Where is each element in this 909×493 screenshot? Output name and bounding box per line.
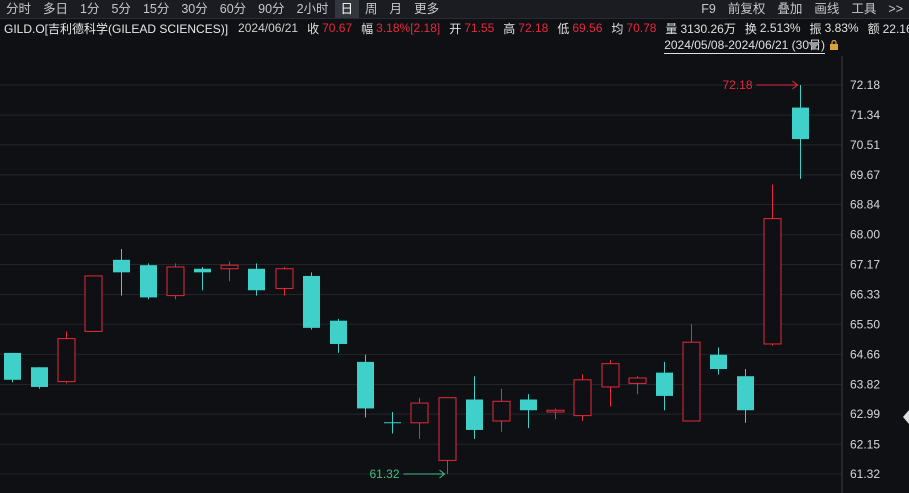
period-tab-7[interactable]: 90分 [258, 2, 285, 16]
period-tab-2[interactable]: 1分 [80, 2, 100, 16]
y-tick-label-13: 61.32 [850, 467, 880, 481]
y-tick-label-9: 64.66 [850, 347, 880, 361]
candle-body-0 [4, 352, 21, 380]
y-tick-label-4: 68.84 [850, 198, 880, 212]
candle-body-7 [194, 268, 211, 273]
candle-body-21 [573, 379, 592, 417]
amplitude-value: 3.83% [824, 21, 859, 35]
lock-icon[interactable] [829, 40, 839, 50]
y-tick-label-8: 65.50 [850, 317, 880, 331]
triangle-left-icon[interactable] [903, 410, 909, 424]
candle-body-17 [466, 399, 483, 430]
date-range-selector[interactable]: 2024/05/08-2024/06/21 (30日) [664, 38, 825, 54]
stock-name: GILD.O[吉利德科学(GILEAD SCIENCES)] [4, 21, 229, 36]
y-tick-label-12: 62.15 [850, 437, 880, 451]
candle-body-11 [303, 275, 320, 328]
toolbar-action-5[interactable]: >> [888, 2, 903, 16]
amplitude-label: 振 [809, 21, 822, 36]
low-value: 69.56 [572, 21, 603, 35]
candle-body-16 [438, 397, 457, 461]
candle-body-1 [31, 367, 48, 387]
candle-body-26 [710, 354, 727, 370]
triangle-down-icon[interactable] [808, 42, 820, 50]
toolbar-action-0[interactable]: F9 [701, 2, 716, 16]
low-label: 低 [557, 21, 570, 36]
candle-body-27 [737, 376, 754, 411]
candle-body-3 [84, 275, 103, 332]
period-tab-10[interactable]: 周 [365, 2, 378, 16]
toolbar-action-2[interactable]: 叠加 [777, 2, 803, 16]
candle-body-6 [166, 266, 185, 297]
period-tab-8[interactable]: 2小时 [296, 2, 329, 16]
y-tick-label-1: 71.34 [850, 108, 880, 122]
candle-body-5 [140, 265, 157, 298]
period-tab-6[interactable]: 60分 [219, 2, 247, 16]
candle-body-24 [656, 372, 673, 396]
candle-body-9 [248, 268, 265, 291]
candle-body-25 [682, 341, 701, 422]
candle-body-15 [410, 402, 429, 424]
extreme-arrow-head-0 [792, 80, 799, 90]
candle-body-2 [57, 338, 76, 383]
amount-label: 额 [867, 21, 880, 36]
y-tick-label-0: 72.18 [850, 78, 880, 92]
close-label: 收 [307, 21, 320, 36]
candle-body-13 [357, 361, 374, 409]
candle-body-28 [763, 218, 782, 345]
open-value: 71.55 [464, 21, 495, 35]
y-tick-label-6: 67.17 [850, 257, 880, 271]
avg-value: 70.78 [626, 21, 657, 35]
y-tick-label-5: 68.00 [850, 228, 880, 242]
quote-date: 2024/06/21 [238, 21, 299, 35]
candle-body-10 [275, 268, 294, 289]
high-value: 72.18 [518, 21, 549, 35]
period-tab-1[interactable]: 多日 [43, 2, 69, 16]
period-tab-0[interactable]: 分时 [6, 2, 32, 16]
extreme-label-1: 61.32 [369, 467, 399, 481]
candle-body-20 [546, 409, 565, 413]
toolbar-action-3[interactable]: 画线 [814, 2, 840, 16]
y-tick-label-3: 69.67 [850, 168, 880, 182]
y-tick-label-2: 70.51 [850, 138, 880, 152]
change-label: 幅 [361, 21, 374, 36]
open-label: 开 [449, 21, 462, 36]
period-tab-5[interactable]: 30分 [181, 2, 208, 16]
turnover-value: 2.513% [759, 21, 801, 35]
toolbar-action-1[interactable]: 前复权 [727, 2, 766, 16]
period-tab-11[interactable]: 月 [389, 2, 403, 16]
high-label: 高 [503, 21, 516, 36]
candle-body-4 [113, 259, 130, 273]
volume-value: 3130.26万 [680, 21, 736, 36]
y-tick-label-10: 63.82 [850, 377, 880, 391]
extreme-arrow-head-1 [439, 469, 446, 479]
period-toolbar: 分时 多日 1分 5分 15分 30分 60分 90分 2小时日周月更多 F9 前复权 叠加 画线 工具 >… [0, 0, 909, 19]
candle-body-29 [792, 107, 809, 140]
turnover-label: 换 [744, 21, 757, 36]
y-tick-label-11: 62.99 [850, 407, 880, 421]
extreme-label-0: 72.18 [722, 78, 752, 92]
avg-label: 均 [611, 21, 624, 36]
period-tab-9[interactable]: 日 [334, 0, 360, 18]
period-tab-3[interactable]: 5分 [111, 2, 131, 16]
quote-bar: GILD.O[吉利德科学(GILEAD SCIENCES)] 2024/06/2… [0, 18, 909, 38]
change-value: 3.18%[2.18] [376, 21, 441, 35]
amount-value: 22.16亿 [882, 21, 909, 36]
candle-body-19 [520, 399, 537, 411]
period-tab-12[interactable]: 更多 [414, 2, 440, 16]
candle-body-23 [628, 377, 647, 384]
candle-body-18 [492, 400, 511, 422]
y-tick-label-7: 66.33 [850, 288, 880, 302]
volume-label: 量 [665, 21, 678, 36]
candle-body-12 [330, 320, 347, 344]
candle-body-22 [601, 363, 620, 388]
toolbar-action-4[interactable]: 工具 [851, 2, 877, 16]
period-tab-4[interactable]: 15分 [142, 2, 170, 16]
candle-body-8 [220, 264, 239, 270]
close-value: 70.67 [322, 21, 353, 35]
